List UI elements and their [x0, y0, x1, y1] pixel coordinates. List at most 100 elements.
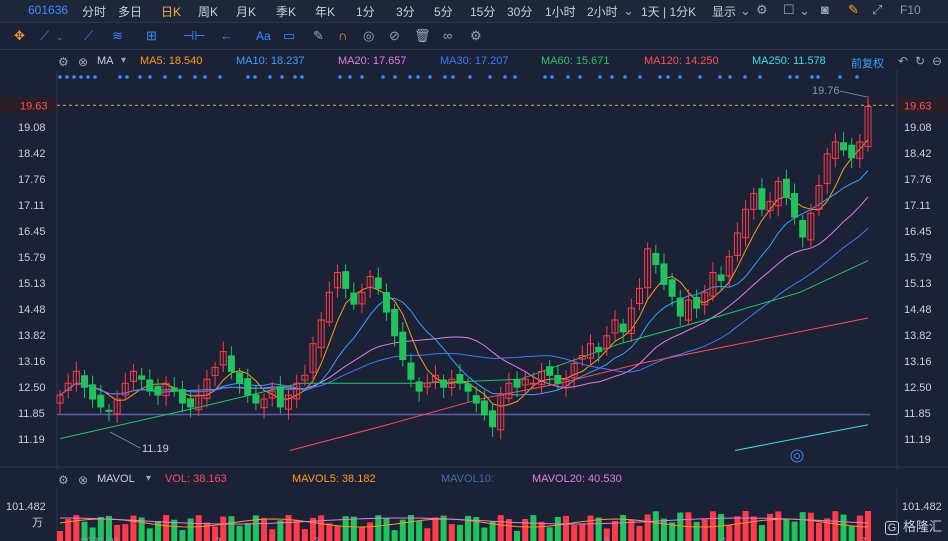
stock-code: 601636 [28, 3, 69, 17]
signal-dot [293, 75, 297, 79]
period-select[interactable]: 1天 | 1分K [641, 5, 697, 19]
chevron-down-icon[interactable]: ⌄ [56, 32, 64, 42]
volume-bar [236, 525, 243, 541]
brand-g-icon: G [884, 521, 900, 535]
candle-body [252, 394, 260, 404]
checkbox-icon[interactable]: ☐ [783, 2, 795, 17]
ma60-value: MA60: 15.671 [541, 55, 610, 67]
chevron-down-icon[interactable]: ⌄ [623, 3, 634, 18]
ma-legend: ⚙ ⊗ MA ▾ MA5: 18.540 MA10: 18.237 MA20: … [0, 52, 948, 70]
volume-bar [310, 517, 317, 541]
signal-dot [246, 75, 250, 79]
volume-bar [399, 519, 406, 541]
trash-icon[interactable]: 🗑 [414, 28, 431, 43]
candle-body [244, 378, 252, 396]
volume-bar [628, 519, 635, 541]
signal-dot [666, 75, 670, 79]
candle-body [464, 383, 472, 392]
signal-dot [163, 75, 167, 79]
signal-dot [193, 75, 197, 79]
price-label-left: 16.45 [18, 226, 46, 238]
chevron-down-icon[interactable]: ⌄ [799, 3, 810, 18]
signal-dot [598, 75, 602, 79]
close-icon[interactable]: ⊗ [78, 55, 89, 69]
crosshair-move-icon[interactable]: ✥ [14, 28, 25, 43]
signal-dot [728, 75, 732, 79]
price-label-left: 15.13 [18, 278, 46, 290]
candle-body [652, 253, 660, 266]
period-tab[interactable]: 1分 [356, 5, 375, 19]
minus-icon[interactable]: ⊖ [932, 54, 943, 68]
candle-body [709, 272, 717, 297]
range-tool-icon[interactable]: ⊣⊢ [183, 28, 206, 43]
period-tab[interactable]: 30分 [507, 5, 533, 19]
period-tab[interactable]: 分时 [82, 5, 107, 19]
volume-bar [187, 518, 194, 541]
caret-down-icon[interactable]: ▾ [121, 55, 127, 66]
chevron-down-icon[interactable]: ⌄ [740, 3, 751, 18]
gear-icon[interactable]: ⚙ [470, 28, 482, 43]
caret-down-icon[interactable]: ▾ [146, 473, 152, 484]
candle-body [782, 178, 790, 198]
volume-bar [587, 515, 594, 541]
period-tab[interactable]: 15分 [470, 5, 496, 19]
volume-bar [154, 521, 161, 541]
period-tab[interactable]: 周K [198, 5, 219, 19]
candle-body [578, 355, 586, 360]
camera-icon[interactable]: ◙ [821, 2, 829, 17]
volume-bar [277, 520, 284, 541]
candle-body [733, 232, 741, 256]
candle-body [162, 382, 170, 397]
reset-icon[interactable]: ↻ [915, 54, 926, 68]
hide-icon[interactable]: ⊘ [389, 28, 400, 43]
price-label-right: 17.11 [904, 200, 931, 212]
kline-chart[interactable]: 19.08 19.08 18.42 18.42 17.76 17.76 17.11 17.11… [0, 70, 948, 541]
volume-bar [448, 524, 455, 541]
period-tab[interactable]: 季K [276, 5, 297, 19]
pencil-tool-icon[interactable]: ✎ [313, 28, 324, 43]
volume-bar [416, 521, 423, 541]
line-tool-icon[interactable]: ⟋ [40, 28, 50, 43]
undo-icon[interactable]: ↶ [898, 54, 909, 68]
display-menu[interactable]: 显示 [712, 5, 737, 19]
fibonacci-tool-icon[interactable]: ⊞ [146, 28, 157, 43]
period-tab-active[interactable]: 日K [161, 5, 182, 19]
eye-icon[interactable]: ◎ [363, 28, 375, 43]
period-tab[interactable]: 2小时 [587, 5, 618, 19]
period-tab[interactable]: 年K [315, 5, 336, 19]
settings-icon[interactable]: ⚙ [58, 55, 69, 69]
link-icon[interactable]: ∞ [443, 28, 453, 43]
volume-bar [424, 528, 431, 541]
period-tab[interactable]: 月K [236, 5, 257, 19]
current-price-left: 19.63 [20, 100, 48, 112]
f10-button[interactable]: F10 [900, 3, 921, 17]
period-tab[interactable]: 1小时 [545, 5, 576, 19]
volume-bar [644, 514, 651, 541]
pen-icon[interactable]: ✎ [848, 2, 859, 17]
text-tool-icon[interactable]: Aa [256, 29, 271, 43]
candle-body [154, 385, 162, 396]
adjust-mode[interactable]: 前复权 [851, 58, 884, 70]
signal-dot [566, 75, 570, 79]
fullscreen-icon[interactable]: ⤢ [872, 2, 883, 17]
period-toolbar: 601636 分时 多日 日K 周K 月K 季K 年K 1分 3分 5分 15分… [0, 0, 948, 23]
close-icon[interactable]: ⊗ [78, 473, 89, 487]
magnet-icon[interactable]: ∩ [338, 28, 348, 43]
period-tab[interactable]: 5分 [434, 5, 453, 19]
period-tab[interactable]: 3分 [396, 5, 415, 19]
signal-dot [178, 75, 182, 79]
signal-dot [698, 75, 702, 79]
wave-tool-icon[interactable]: ≋ [112, 28, 123, 43]
signal-dot [610, 75, 614, 79]
settings-icon[interactable]: ⚙ [58, 473, 69, 487]
candle-body [333, 272, 341, 289]
volume-bar [301, 529, 308, 541]
settings-icon[interactable]: ⚙ [756, 2, 768, 17]
volume-bar [563, 515, 570, 541]
candle-body [227, 355, 235, 372]
arrow-tool-icon[interactable]: ← [220, 28, 233, 43]
period-tab[interactable]: 多日 [118, 5, 143, 19]
ray-tool-icon[interactable]: ⟋ [84, 28, 94, 43]
comment-tool-icon[interactable]: ▭ [283, 28, 296, 43]
signal-dot [253, 75, 257, 79]
